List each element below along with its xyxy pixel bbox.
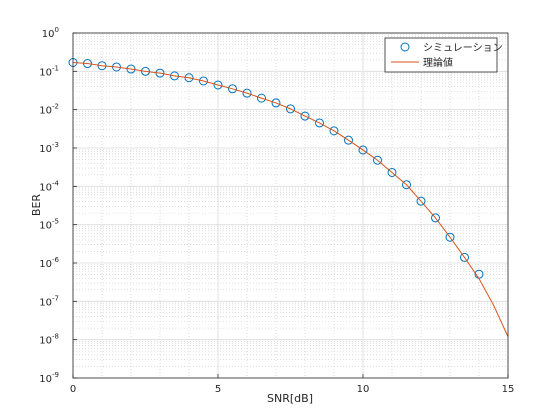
y-tick-base: 10 — [39, 374, 52, 385]
y-axis-label: BER — [30, 194, 43, 216]
y-tick-exponent: -9 — [52, 371, 59, 379]
x-axis-label: SNR[dB] — [267, 392, 313, 405]
marks — [68, 57, 509, 337]
y-tick-label: 10-3 — [39, 141, 59, 155]
marker — [228, 84, 237, 94]
marker — [445, 232, 455, 242]
x-tick-label: 0 — [70, 384, 76, 395]
marker — [286, 104, 295, 114]
marker — [257, 93, 266, 103]
y-tick-exponent: 0 — [55, 26, 59, 34]
axes-box — [72, 32, 509, 379]
y-tick-base: 10 — [39, 182, 52, 193]
y-tick-exponent: -7 — [52, 294, 59, 302]
marker — [315, 118, 324, 128]
y-tick-label: 10-9 — [39, 371, 59, 385]
marker — [184, 73, 194, 83]
y-tick-label: 10-4 — [39, 179, 59, 193]
legend-label: シミュレーション — [423, 43, 503, 54]
y-tick-base: 10 — [39, 67, 52, 78]
marker — [431, 213, 440, 223]
legend-box — [384, 37, 498, 73]
marker — [402, 180, 411, 190]
y-tick-label: 10-7 — [39, 294, 59, 308]
y-tick-exponent: -3 — [52, 141, 59, 149]
x-tick-label: 15 — [502, 384, 515, 395]
y-tick-exponent: -6 — [52, 256, 60, 264]
marker — [358, 145, 368, 155]
marker — [300, 111, 310, 121]
marker — [373, 155, 382, 165]
marker — [242, 88, 252, 98]
marker — [199, 76, 208, 86]
marker — [170, 71, 179, 81]
x-tick-label: 5 — [215, 384, 221, 395]
x-tick-label: 10 — [357, 384, 370, 395]
y-tick-base: 10 — [39, 144, 52, 155]
marker — [329, 126, 339, 136]
y-tick-exponent: -4 — [52, 179, 60, 187]
y-tick-base: 10 — [39, 259, 52, 270]
y-tick-base: 10 — [39, 106, 52, 117]
y-tick-label: 100 — [42, 26, 59, 40]
legend-label: 理論値 — [423, 56, 453, 69]
legend-marker — [400, 42, 410, 52]
marker — [460, 252, 469, 262]
marker — [126, 64, 136, 74]
marker — [271, 98, 281, 108]
y-tick-exponent: -8 — [52, 333, 59, 341]
y-tick-label: 10-1 — [39, 64, 59, 78]
line — [72, 62, 509, 337]
marker — [387, 167, 397, 177]
y-tick-exponent: -1 — [52, 64, 59, 72]
y-tick-exponent: -5 — [52, 218, 59, 226]
marker — [344, 135, 353, 145]
marker — [416, 196, 426, 206]
y-tick-base: 10 — [39, 336, 52, 347]
y-tick-label: 10-6 — [39, 256, 59, 270]
y-tick-base: 10 — [39, 297, 52, 308]
y-tick-base: 10 — [39, 221, 52, 232]
y-tick-base: 10 — [42, 29, 55, 40]
y-tick-label: 10-5 — [39, 218, 59, 232]
plot-area — [73, 33, 508, 378]
y-tick-exponent: -2 — [52, 103, 59, 111]
y-tick-label: 10-8 — [39, 333, 59, 347]
y-tick-label: 10-2 — [39, 103, 59, 117]
marker — [213, 80, 223, 90]
